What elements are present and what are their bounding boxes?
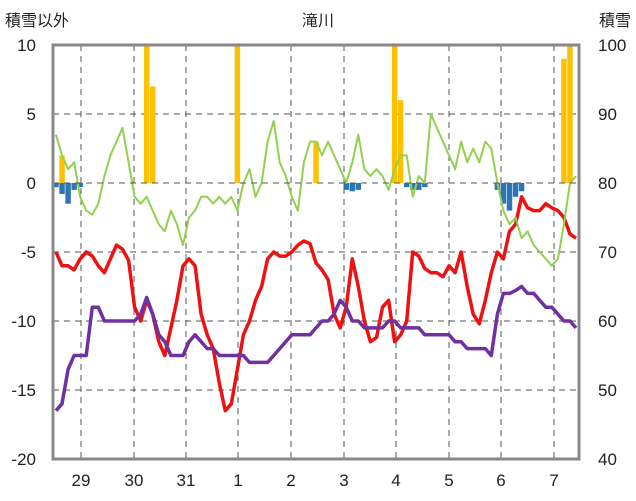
bar-mark xyxy=(410,183,416,190)
x-tick-label: 31 xyxy=(177,471,196,490)
y-left-tick-label: -10 xyxy=(11,312,36,331)
series-line xyxy=(54,195,577,413)
bar-mark xyxy=(143,45,150,183)
series-line xyxy=(54,284,578,412)
y-left-tick-label: 0 xyxy=(27,174,36,193)
x-tick-label: 3 xyxy=(339,471,348,490)
y-right-tick-label: 90 xyxy=(598,105,617,124)
left-y-ticks: 10 5 0 -5 -10 -15 -20 xyxy=(11,36,36,469)
chart-title: 滝川 xyxy=(302,11,334,30)
right-y-ticks: 100 90 80 70 60 50 40 xyxy=(598,36,626,469)
bar-mark xyxy=(234,45,241,183)
y-right-tick-label: 40 xyxy=(598,450,617,469)
bar-mark xyxy=(59,183,65,195)
bar-mark xyxy=(512,183,519,197)
bar-mark xyxy=(506,183,513,211)
y-left-tick-label: -20 xyxy=(11,450,36,469)
left-axis-label: 積雪以外 xyxy=(5,11,69,30)
bar-mark xyxy=(355,183,362,190)
y-right-tick-label: 60 xyxy=(598,312,617,331)
bar-mark xyxy=(53,183,59,188)
y-right-tick-label: 100 xyxy=(598,36,626,55)
right-axis-label: 積雪 xyxy=(599,11,631,30)
y-left-tick-label: 10 xyxy=(17,36,36,55)
bar-mark xyxy=(59,155,65,183)
bar-mark xyxy=(567,45,573,183)
x-tick-label: 29 xyxy=(72,471,91,490)
bar-mark xyxy=(416,183,422,190)
bar-mark xyxy=(391,45,398,183)
plot-frame xyxy=(51,43,581,461)
y-left-tick-label: 5 xyxy=(27,105,36,124)
x-tick-label: 4 xyxy=(391,471,400,490)
y-left-tick-label: -15 xyxy=(11,381,36,400)
bar-mark xyxy=(343,183,349,190)
bar-mark xyxy=(500,183,507,204)
series-line xyxy=(55,113,577,267)
bar-mark xyxy=(397,100,404,183)
bar-mark xyxy=(518,183,525,192)
bar-mark xyxy=(150,86,156,183)
x-tick-label: 5 xyxy=(444,471,453,490)
bar-mark xyxy=(71,183,77,190)
bar-mark xyxy=(313,141,319,183)
x-tick-label: 30 xyxy=(125,471,144,490)
x-ticks: 29 30 31 1 2 3 4 5 6 7 xyxy=(72,471,559,490)
bar-mark xyxy=(403,183,410,188)
line-series xyxy=(53,113,579,413)
bar-mark xyxy=(422,183,428,188)
bar-mark xyxy=(561,58,567,183)
bar-mark xyxy=(77,183,83,188)
bar-mark xyxy=(349,183,355,192)
y-right-tick-label: 80 xyxy=(598,174,617,193)
bar-series xyxy=(53,45,573,211)
grid xyxy=(53,45,579,459)
x-tick-label: 6 xyxy=(496,471,505,490)
y-right-tick-label: 50 xyxy=(598,381,617,400)
x-tick-label: 7 xyxy=(549,471,558,490)
x-tick-label: 2 xyxy=(286,471,295,490)
x-tick-label: 1 xyxy=(233,471,242,490)
bar-mark xyxy=(65,183,71,204)
y-right-tick-label: 70 xyxy=(598,243,617,262)
y-left-tick-label: -5 xyxy=(21,243,36,262)
